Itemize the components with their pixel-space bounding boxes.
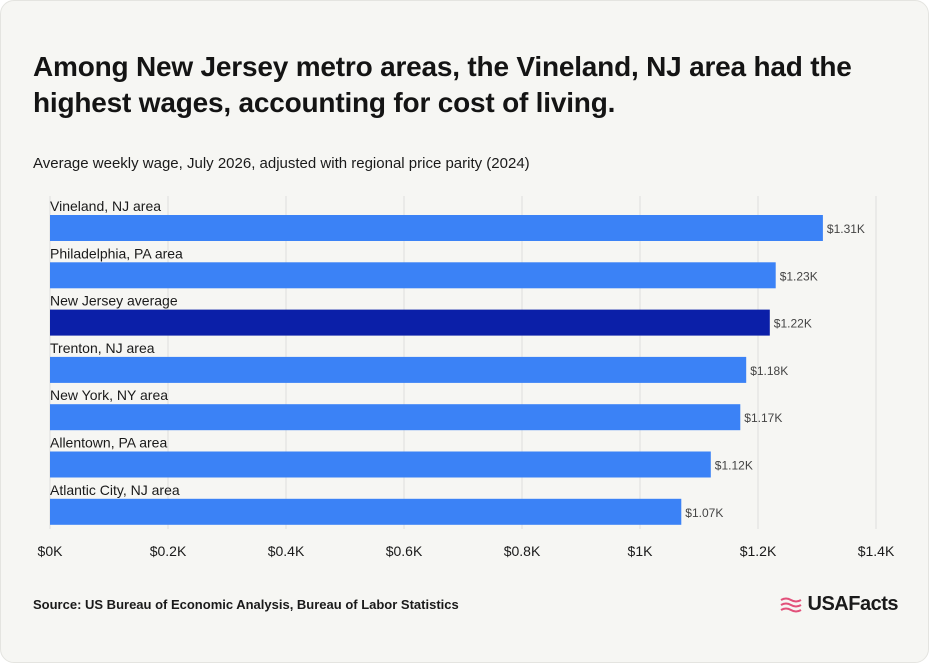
category-label: Allentown, PA area: [50, 435, 167, 451]
value-label: $1.17K: [744, 411, 782, 425]
usafacts-logo: USAFacts: [779, 593, 899, 616]
bar: [50, 404, 741, 431]
value-label: $1.12K: [715, 459, 753, 473]
x-tick-label: $0.4K: [268, 543, 305, 559]
bar: [50, 451, 711, 478]
chart-subtitle: Average weekly wage, July 2026, adjusted…: [33, 155, 530, 172]
x-tick-label: $1.2K: [740, 543, 777, 559]
category-label: Vineland, NJ area: [50, 198, 161, 214]
chart-title: Among New Jersey metro areas, the Vinela…: [33, 51, 852, 118]
x-tick-label: $0.6K: [386, 543, 423, 559]
bar: [50, 309, 770, 336]
bar: [50, 498, 682, 525]
value-label: $1.22K: [774, 317, 812, 331]
category-label: New York, NY area: [50, 387, 168, 403]
x-tick-label: $1.4K: [858, 543, 895, 559]
x-tick-label: $0.2K: [150, 543, 187, 559]
value-label: $1.31K: [827, 222, 865, 236]
bar: [50, 356, 747, 383]
value-label: $1.18K: [750, 364, 788, 378]
category-label: Trenton, NJ area: [50, 340, 155, 356]
value-label: $1.23K: [780, 269, 818, 283]
category-label: Philadelphia, PA area: [50, 245, 183, 261]
x-tick-label: $0.8K: [504, 543, 541, 559]
value-label: $1.07K: [685, 506, 723, 520]
bar: [50, 215, 823, 241]
source-note: Source: US Bureau of Economic Analysis, …: [33, 597, 459, 612]
flag-icon: [780, 597, 802, 612]
brand-name: USAFacts: [807, 593, 899, 615]
x-tick-label: $0K: [38, 543, 64, 559]
bar-chart: Vineland, NJ area $1.31K Philadelphia, PA …: [38, 196, 895, 559]
category-label: Atlantic City, NJ area: [50, 482, 180, 498]
bar: [50, 262, 776, 289]
x-tick-label: $1K: [628, 543, 654, 559]
category-label: New Jersey average: [50, 293, 178, 309]
